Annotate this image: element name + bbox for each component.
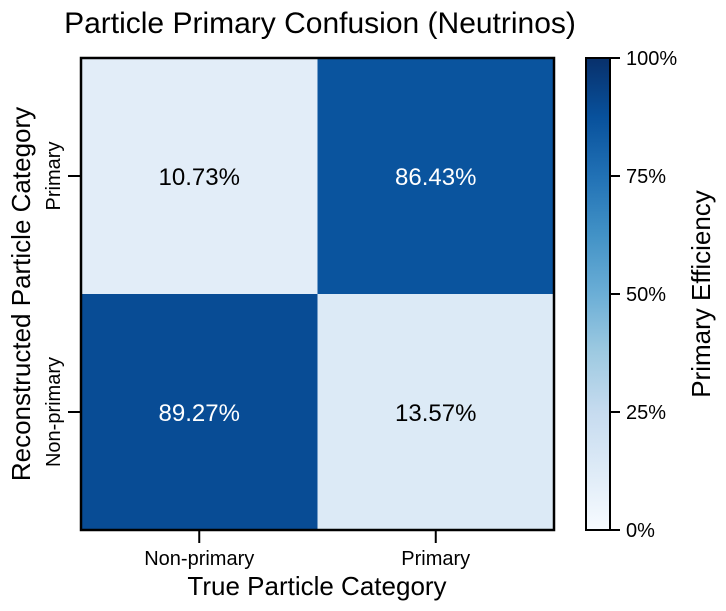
y-axis-ticks: Primary Non-primary (43, 142, 81, 467)
cell-value-label: 10.73% (159, 164, 240, 191)
chart-title: Particle Primary Confusion (Neutrinos) (64, 7, 576, 40)
colorbar-tick-label: 75% (626, 166, 666, 188)
colorbar (585, 57, 611, 531)
colorbar-ticks: 0% 25% 50% 75% 100% (610, 48, 677, 542)
y-tick-label: Primary (43, 142, 65, 211)
heatmap-cell-non-primary-non-primary (81, 294, 318, 530)
plot-frame (79, 56, 556, 532)
colorbar-tick-label: 25% (626, 402, 666, 424)
colorbar-tick-label: 50% (626, 284, 666, 306)
colorbar-tick-label: 100% (626, 48, 677, 70)
x-tick-label: Non-primary (144, 548, 254, 570)
colorbar-label: Primary Efficiency (686, 190, 716, 398)
heatmap-cell-primary-primary (317, 58, 554, 294)
y-axis-label: Reconstructed Particle Category (6, 107, 36, 481)
x-axis-ticks: Non-primary Primary (144, 530, 470, 570)
y-tick-label: Non-primary (43, 357, 65, 467)
x-tick-label: Primary (401, 548, 470, 570)
heatmap-cell-non-primary-primary (317, 294, 554, 530)
x-axis-label: True Particle Category (187, 571, 446, 601)
cell-value-label: 13.57% (395, 400, 476, 427)
heatmap-cell-primary-non-primary (81, 58, 318, 294)
colorbar-tick-label: 0% (626, 520, 655, 542)
heatmap-cells (81, 58, 554, 530)
cell-value-label: 86.43% (395, 164, 476, 191)
cell-value-label: 89.27% (159, 400, 240, 427)
heatmap-cell-labels: 10.73% 86.43% 89.27% 13.57% (159, 164, 477, 427)
